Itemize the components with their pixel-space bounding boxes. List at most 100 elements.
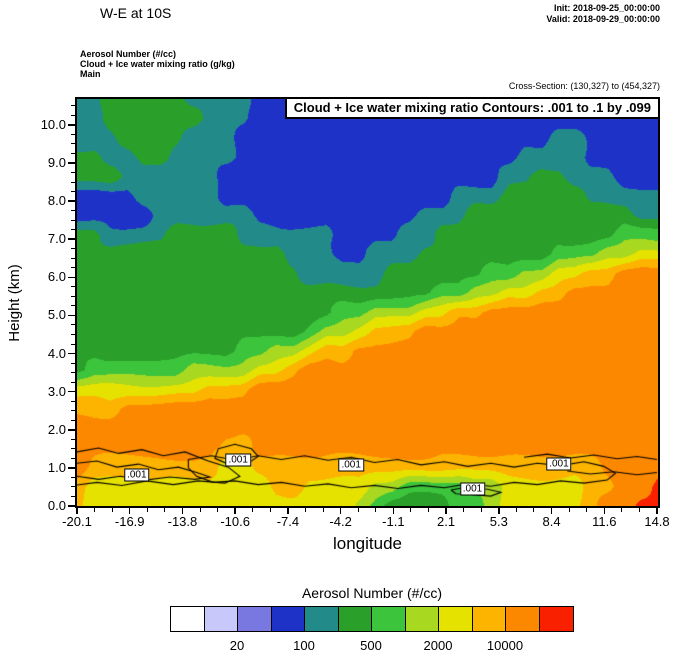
colorbar bbox=[170, 606, 574, 632]
y-minor-tick bbox=[71, 295, 75, 297]
x-major-tick bbox=[550, 508, 553, 514]
x-minor-tick bbox=[252, 508, 254, 512]
y-tick-label: 5.0 bbox=[47, 307, 66, 323]
x-tick-label: -20.1 bbox=[62, 514, 92, 529]
x-minor-tick bbox=[586, 508, 588, 512]
page-title: W-E at 10S bbox=[100, 5, 172, 21]
x-minor-tick bbox=[217, 508, 219, 512]
x-minor-tick bbox=[515, 508, 517, 512]
y-major-tick bbox=[68, 162, 75, 164]
contour-label: .001 bbox=[546, 457, 572, 471]
field-list: Aerosol Number (#/cc) Cloud + Ice water … bbox=[80, 49, 235, 79]
x-major-tick bbox=[498, 508, 500, 514]
x-tick-label: 5.3 bbox=[489, 514, 508, 529]
x-minor-tick bbox=[480, 508, 482, 512]
y-minor-tick bbox=[71, 372, 75, 374]
colorbar-swatch bbox=[404, 606, 440, 632]
colorbar-tick-label: 10000 bbox=[486, 638, 524, 653]
y-minor-tick bbox=[71, 191, 75, 193]
y-minor-tick bbox=[71, 476, 75, 478]
colorbar-tick-label: 100 bbox=[293, 638, 315, 653]
y-major-tick bbox=[68, 467, 75, 469]
field-line-cloud-ice: Cloud + Ice water mixing ratio (g/kg) bbox=[80, 59, 235, 69]
y-minor-tick bbox=[71, 143, 75, 145]
x-minor-tick bbox=[304, 508, 306, 512]
x-minor-tick bbox=[621, 508, 623, 512]
y-tick-label: 4.0 bbox=[47, 345, 66, 361]
colorbar-swatch bbox=[304, 606, 339, 632]
x-minor-tick bbox=[146, 508, 148, 512]
x-minor-tick bbox=[463, 508, 465, 512]
x-minor-tick bbox=[357, 508, 359, 512]
x-tick-label: -13.8 bbox=[167, 514, 198, 529]
y-minor-tick bbox=[71, 334, 75, 335]
x-major-tick bbox=[445, 508, 447, 514]
y-tick-label: 9.0 bbox=[47, 155, 66, 171]
cross-section-label: Cross-Section: (130,327) to (454,327) bbox=[508, 81, 660, 91]
y-minor-tick bbox=[71, 305, 75, 307]
y-minor-tick bbox=[71, 248, 75, 250]
colorbar-swatch bbox=[538, 606, 574, 632]
y-minor-tick bbox=[71, 438, 75, 440]
x-minor-tick bbox=[164, 508, 166, 512]
y-minor-tick bbox=[71, 286, 75, 288]
y-minor-tick bbox=[71, 457, 75, 459]
x-axis-title: longitude bbox=[332, 534, 402, 553]
x-minor-tick bbox=[322, 508, 324, 512]
colorbar-title: Aerosol Number (#/cc) bbox=[301, 585, 443, 601]
y-tick-label: 2.0 bbox=[47, 421, 66, 437]
colorbar-swatch bbox=[505, 606, 540, 632]
colorbar-swatch bbox=[237, 606, 272, 632]
colorbar-swatch bbox=[471, 606, 507, 632]
x-minor-tick bbox=[533, 508, 535, 512]
x-minor-tick bbox=[428, 508, 429, 512]
x-tick-label: -10.6 bbox=[220, 514, 250, 529]
y-tick-label: 0.0 bbox=[47, 498, 66, 513]
x-tick-label: 8.4 bbox=[542, 514, 561, 529]
x-major-tick bbox=[181, 508, 184, 514]
plot-frame: Cloud + Ice water mixing ratio Contours:… bbox=[75, 97, 660, 508]
y-minor-tick bbox=[71, 152, 75, 154]
x-major-tick bbox=[603, 508, 606, 514]
y-minor-tick bbox=[71, 486, 75, 488]
colorbar-swatch bbox=[203, 606, 239, 632]
y-minor-tick bbox=[71, 133, 75, 135]
y-minor-tick bbox=[71, 400, 75, 402]
y-minor-tick bbox=[71, 219, 75, 221]
y-minor-tick bbox=[71, 267, 75, 269]
x-minor-tick bbox=[568, 508, 570, 512]
y-tick-label: 1.0 bbox=[47, 459, 66, 475]
x-major-tick bbox=[76, 508, 78, 514]
y-major-tick bbox=[68, 314, 75, 317]
plot-canvas bbox=[77, 99, 658, 506]
x-minor-tick bbox=[638, 508, 640, 512]
colorbar-swatch bbox=[270, 606, 306, 632]
y-minor-tick bbox=[71, 114, 75, 116]
x-major-tick bbox=[392, 508, 395, 514]
contour-label: .001 bbox=[225, 453, 251, 466]
x-minor-tick bbox=[269, 508, 271, 512]
y-major-tick bbox=[68, 238, 75, 240]
colorbar-tick-label: 20 bbox=[229, 638, 245, 653]
y-minor-tick bbox=[71, 257, 75, 259]
y-minor-tick bbox=[71, 181, 75, 183]
y-minor-tick bbox=[71, 343, 75, 345]
init-time-label: Init: 2018-09-25_00:00:00 bbox=[553, 3, 660, 13]
y-major-tick bbox=[68, 276, 75, 279]
x-tick-label: 2.1 bbox=[437, 514, 456, 529]
valid-time-label: Valid: 2018-09-29_00:00:00 bbox=[546, 14, 660, 24]
x-major-tick bbox=[656, 508, 658, 514]
x-minor-tick bbox=[410, 508, 412, 512]
x-tick-label: 14.8 bbox=[644, 514, 670, 529]
x-minor-tick bbox=[199, 508, 201, 512]
x-major-tick bbox=[287, 508, 289, 514]
contour-label: .001 bbox=[459, 482, 486, 496]
contour-label: .001 bbox=[338, 458, 364, 472]
x-minor-tick bbox=[111, 508, 113, 512]
field-line-aerosol: Aerosol Number (#/cc) bbox=[80, 49, 177, 59]
y-major-tick bbox=[68, 429, 75, 431]
x-minor-tick bbox=[94, 508, 96, 512]
x-major-tick bbox=[128, 508, 131, 514]
